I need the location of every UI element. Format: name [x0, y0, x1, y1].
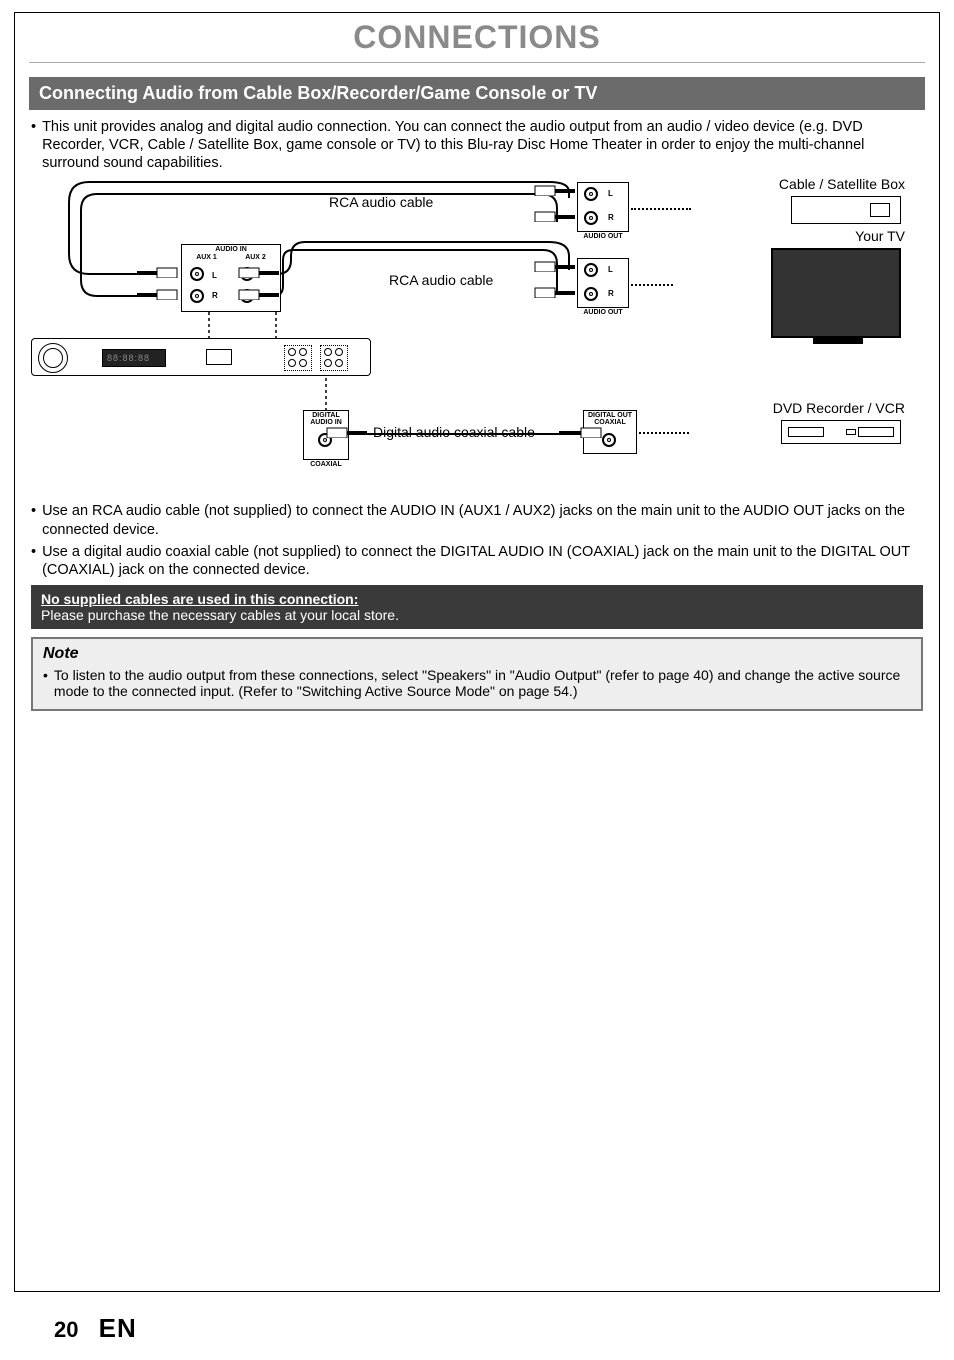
page-footer: 20 EN — [54, 1313, 137, 1344]
page-lang: EN — [99, 1313, 137, 1343]
page-title: CONNECTIONS — [29, 13, 925, 63]
bullet-dot-icon: • — [31, 118, 36, 172]
dvr-icon — [781, 420, 901, 444]
rca-jack-icon — [584, 287, 598, 301]
audioout-label: AUDIO OUT — [578, 308, 628, 317]
audio-in-panel: AUDIO IN AUX 1 AUX 2 L R — [181, 244, 281, 312]
rca-plug-icon — [137, 288, 181, 300]
l-label: L — [212, 271, 217, 280]
intro-text: This unit provides analog and digital au… — [42, 118, 923, 172]
rca-jack-icon — [584, 263, 598, 277]
cablebox-label: Cable / Satellite Box — [779, 176, 905, 192]
tv-label: Your TV — [855, 228, 905, 244]
aux2-label: AUX 2 — [245, 254, 266, 261]
l-label: L — [608, 265, 613, 274]
tv-audioout-panel: L R AUDIO OUT — [577, 258, 629, 308]
rca-plug-icon — [237, 266, 281, 278]
note-box: Note • To listen to the audio output fro… — [31, 637, 923, 711]
rca-plug-icon — [533, 210, 577, 222]
note-title: Note — [43, 645, 911, 663]
coax-plug-icon — [559, 426, 603, 438]
receiver-unit-icon — [31, 338, 371, 376]
digital-in-title: DIGITAL AUDIO IN — [304, 411, 348, 427]
page-frame: CONNECTIONS Connecting Audio from Cable … — [14, 12, 940, 1292]
rca-plug-icon — [237, 288, 281, 300]
coax-plug-icon — [325, 426, 369, 438]
dotted-connector-icon — [639, 432, 689, 434]
rca-cable-label-2: RCA audio cable — [389, 272, 493, 288]
dotted-connector-icon — [631, 208, 691, 210]
rca-plug-icon — [533, 184, 577, 196]
r-label: R — [212, 291, 218, 300]
bullet-1: • Use an RCA audio cable (not supplied) … — [31, 502, 923, 538]
tv-icon — [771, 248, 901, 338]
bullet-2: • Use a digital audio coaxial cable (not… — [31, 543, 923, 579]
note-body: To listen to the audio output from these… — [54, 667, 911, 699]
r-label: R — [608, 213, 614, 222]
page-number: 20 — [54, 1317, 78, 1342]
note-bullet: • To listen to the audio output from the… — [43, 667, 911, 699]
rca-jack-icon — [190, 289, 204, 303]
digital-out-title: DIGITAL OUT COAXIAL — [584, 411, 636, 427]
rca-jack-icon — [602, 433, 616, 447]
l-label: L — [608, 189, 613, 198]
dotted-connector-icon — [631, 284, 673, 286]
intro-paragraph: • This unit provides analog and digital … — [31, 118, 923, 172]
cablebox-audioout-panel: L R AUDIO OUT — [577, 182, 629, 232]
rca-cable-label-1: RCA audio cable — [329, 194, 433, 210]
port-icon — [206, 349, 232, 365]
receiver-display-icon — [102, 349, 166, 367]
r-label: R — [608, 289, 614, 298]
bullet-dot-icon: • — [43, 667, 48, 699]
rca-jack-icon — [190, 267, 204, 281]
jack-group-icon — [320, 345, 348, 371]
audio-in-title: AUDIO IN — [182, 245, 280, 254]
coaxial-label: COAXIAL — [304, 460, 348, 469]
rca-jack-icon — [584, 211, 598, 225]
bullet-dot-icon: • — [31, 502, 36, 538]
audioout-label: AUDIO OUT — [578, 232, 628, 241]
dvr-label: DVD Recorder / VCR — [773, 400, 905, 416]
info-box: No supplied cables are used in this conn… — [31, 585, 923, 629]
rca-plug-icon — [533, 260, 577, 272]
rca-plug-icon — [533, 286, 577, 298]
bullet-dot-icon: • — [31, 543, 36, 579]
info-title: No supplied cables are used in this conn… — [41, 591, 913, 607]
aux-row: AUX 1 AUX 2 — [182, 254, 280, 261]
fan-icon — [38, 343, 68, 373]
aux1-label: AUX 1 — [196, 254, 217, 261]
rca-jack-icon — [584, 187, 598, 201]
bullet-1-text: Use an RCA audio cable (not supplied) to… — [42, 502, 923, 538]
bullet-2-text: Use a digital audio coaxial cable (not s… — [42, 543, 923, 579]
info-body: Please purchase the necessary cables at … — [41, 607, 913, 623]
digital-cable-label: Digital audio coaxial cable — [373, 424, 535, 440]
cablebox-icon — [791, 196, 901, 224]
jack-group-icon — [284, 345, 312, 371]
connection-diagram: RCA audio cable RCA audio cable Digital … — [29, 178, 925, 488]
section-heading: Connecting Audio from Cable Box/Recorder… — [29, 77, 925, 110]
rca-plug-icon — [137, 266, 181, 278]
